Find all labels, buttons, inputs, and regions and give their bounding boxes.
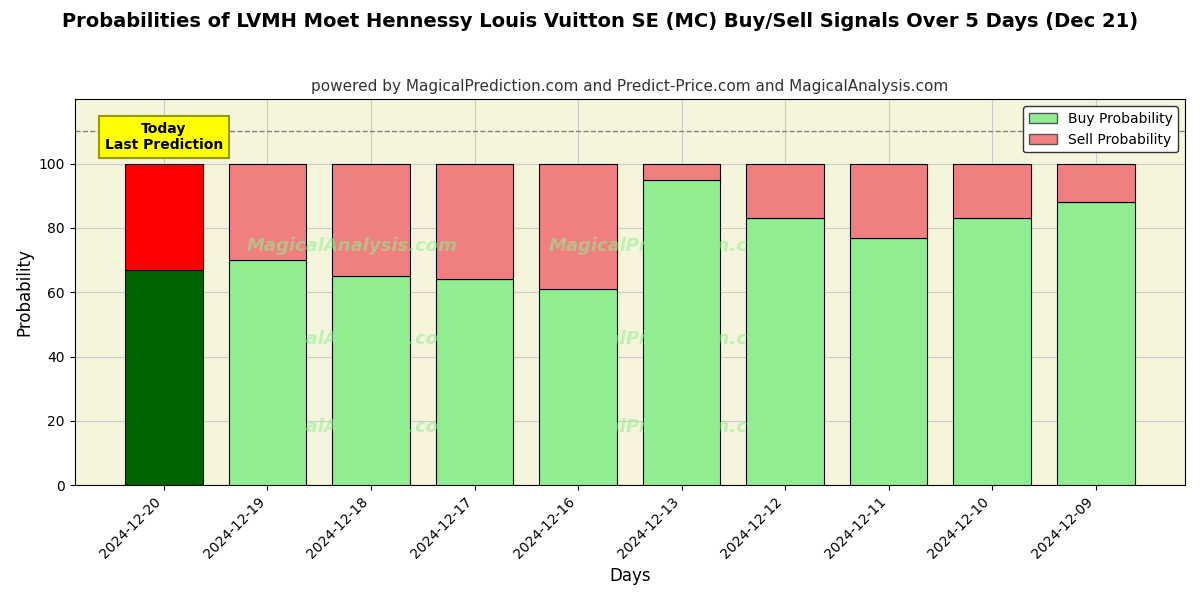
Bar <box>953 218 1031 485</box>
Bar <box>850 238 928 485</box>
Text: MagicalPrediction.com: MagicalPrediction.com <box>548 418 778 436</box>
Bar <box>125 164 203 270</box>
Bar <box>850 164 928 238</box>
Text: MagicalAnalysis.com: MagicalAnalysis.com <box>247 418 457 436</box>
Title: powered by MagicalPrediction.com and Predict-Price.com and MagicalAnalysis.com: powered by MagicalPrediction.com and Pre… <box>311 79 948 94</box>
Text: MagicalPrediction.com: MagicalPrediction.com <box>548 237 778 255</box>
Bar <box>436 280 514 485</box>
Bar <box>746 164 824 218</box>
Bar <box>643 164 720 180</box>
Bar <box>953 164 1031 218</box>
Bar <box>229 164 306 260</box>
Legend: Buy Probability, Sell Probability: Buy Probability, Sell Probability <box>1024 106 1178 152</box>
Bar <box>746 218 824 485</box>
Bar <box>229 260 306 485</box>
Text: MagicalPrediction.com: MagicalPrediction.com <box>548 329 778 347</box>
Bar <box>125 270 203 485</box>
Text: MagicalAnalysis.com: MagicalAnalysis.com <box>247 237 457 255</box>
Bar <box>643 180 720 485</box>
Text: Today
Last Prediction: Today Last Prediction <box>104 122 223 152</box>
Text: MagicalAnalysis.com: MagicalAnalysis.com <box>247 329 457 347</box>
Bar <box>1057 164 1134 202</box>
Bar <box>539 164 617 289</box>
Bar <box>332 276 410 485</box>
Y-axis label: Probability: Probability <box>16 248 34 336</box>
Bar <box>539 289 617 485</box>
X-axis label: Days: Days <box>610 567 650 585</box>
Bar <box>436 164 514 280</box>
Bar <box>332 164 410 276</box>
Bar <box>1057 202 1134 485</box>
Text: Probabilities of LVMH Moet Hennessy Louis Vuitton SE (MC) Buy/Sell Signals Over : Probabilities of LVMH Moet Hennessy Loui… <box>62 12 1138 31</box>
